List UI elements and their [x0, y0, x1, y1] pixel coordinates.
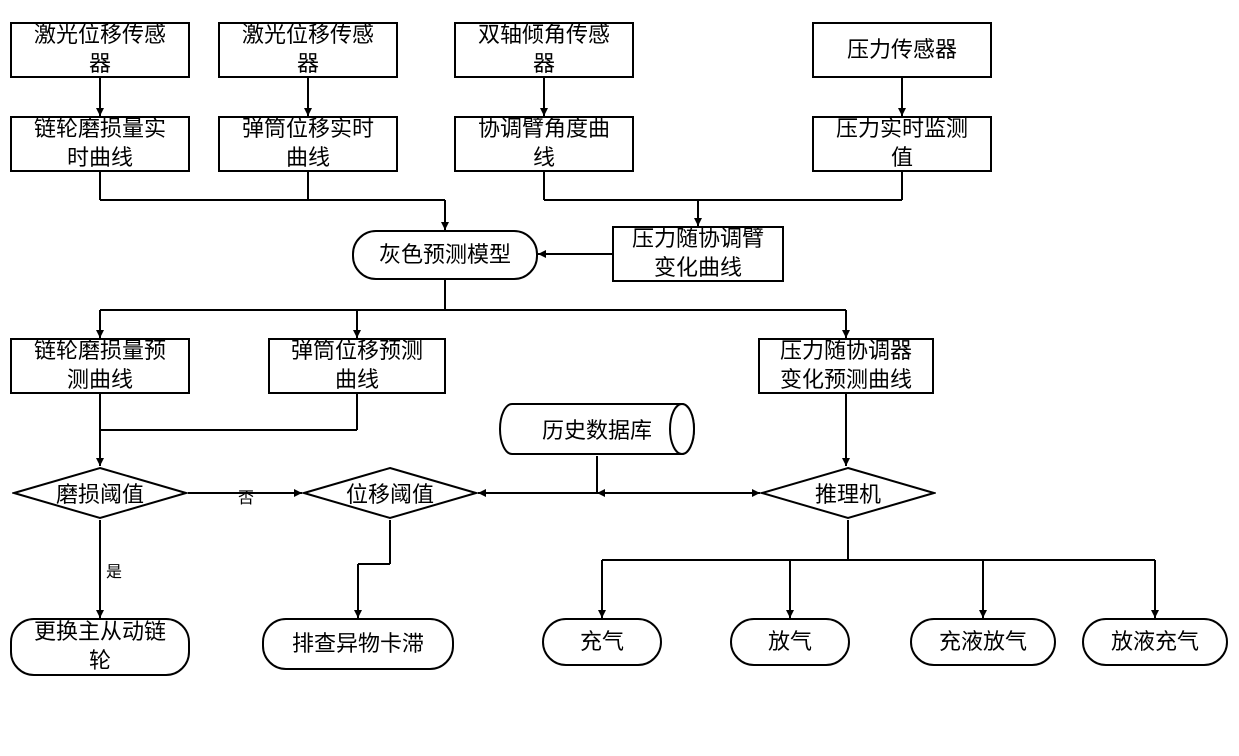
node-label: 压力实时监测值 [836, 115, 968, 172]
node-label: 排查异物卡滞 [292, 630, 424, 659]
node-sensor4: 压力传感器 [812, 22, 992, 78]
node-label: 放气 [768, 628, 812, 657]
node-label: 压力随协调器变化预测曲线 [780, 337, 912, 394]
node-check: 排查异物卡滞 [262, 618, 454, 670]
node-sensor1: 激光位移传感器 [10, 22, 190, 78]
node-curve2: 弹筒位移实时曲线 [218, 116, 398, 172]
node-pred3: 压力随协调器变化预测曲线 [758, 338, 934, 394]
node-database: 历史数据库 [498, 402, 696, 456]
node-label: 历史数据库 [542, 413, 652, 445]
node-label: 更换主从动链轮 [34, 618, 166, 675]
node-label: 压力随协调臂变化曲线 [632, 225, 764, 282]
node-pressure-arm-curve: 压力随协调臂变化曲线 [612, 226, 784, 282]
edge-label-no: 否 [238, 484, 254, 508]
node-label: 灰色预测模型 [379, 241, 511, 270]
node-label: 激光位移传感器 [34, 21, 166, 78]
node-label: 位移阈值 [346, 477, 434, 509]
node-label: 链轮磨损量预测曲线 [34, 337, 166, 394]
node-label: 压力传感器 [847, 36, 957, 65]
node-label: 协调臂角度曲线 [478, 115, 610, 172]
node-label: 推理机 [815, 477, 881, 509]
node-label: 充液放气 [939, 628, 1027, 657]
node-label: 激光位移传感器 [242, 21, 374, 78]
node-label: 弹筒位移预测曲线 [291, 337, 423, 394]
node-curve1: 链轮磨损量实时曲线 [10, 116, 190, 172]
node-sensor3: 双轴倾角传感器 [454, 22, 634, 78]
node-label: 充气 [580, 628, 624, 657]
node-curve4: 压力实时监测值 [812, 116, 992, 172]
node-disp-threshold: 位移阈值 [302, 466, 478, 520]
node-inflate: 充气 [542, 618, 662, 666]
node-inference: 推理机 [760, 466, 936, 520]
edge-label-yes: 是 [106, 558, 122, 582]
node-replace: 更换主从动链轮 [10, 618, 190, 676]
node-label: 双轴倾角传感器 [478, 21, 610, 78]
node-pred1: 链轮磨损量预测曲线 [10, 338, 190, 394]
node-label: 链轮磨损量实时曲线 [34, 115, 166, 172]
node-label: 弹筒位移实时曲线 [242, 115, 374, 172]
node-sensor2: 激光位移传感器 [218, 22, 398, 78]
node-label: 磨损阈值 [56, 477, 144, 509]
node-label: 放液充气 [1111, 628, 1199, 657]
node-fill-deflate: 充液放气 [910, 618, 1056, 666]
node-drain-inflate: 放液充气 [1082, 618, 1228, 666]
node-pred2: 弹筒位移预测曲线 [268, 338, 446, 394]
node-curve3: 协调臂角度曲线 [454, 116, 634, 172]
node-wear-threshold: 磨损阈值 [12, 466, 188, 520]
node-grey-model: 灰色预测模型 [352, 230, 538, 280]
node-deflate: 放气 [730, 618, 850, 666]
